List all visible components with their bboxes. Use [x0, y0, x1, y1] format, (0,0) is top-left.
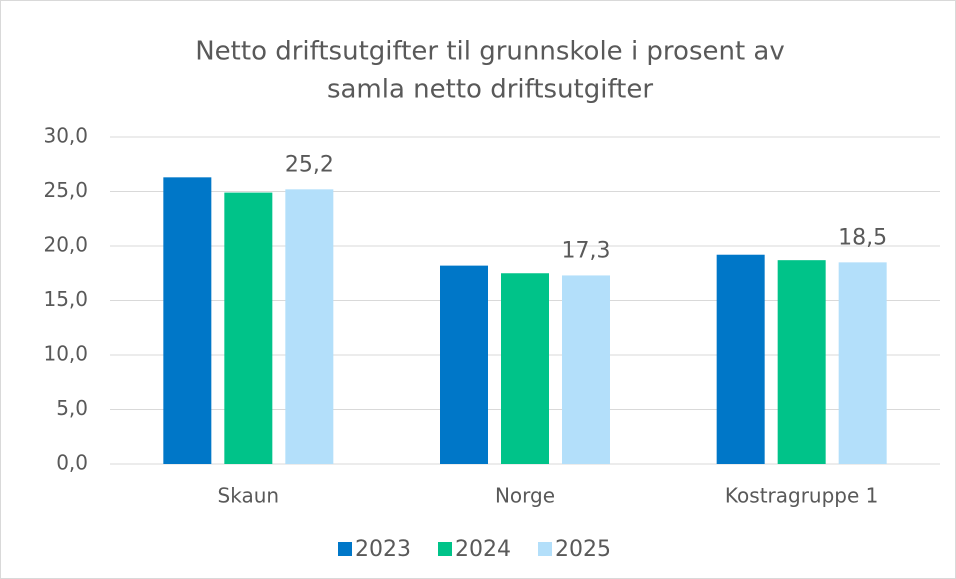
chart-title: samla netto driftsutgifter	[327, 75, 653, 105]
y-tick-label: 25,0	[43, 178, 88, 202]
bar	[285, 189, 334, 464]
bar	[224, 192, 273, 464]
chart-title: Netto driftsutgifter til grunnskole i pr…	[195, 37, 785, 67]
x-tick-label: Kostragruppe 1	[725, 484, 878, 508]
y-tick-label: 20,0	[43, 233, 88, 257]
y-tick-label: 30,0	[43, 124, 88, 148]
bar	[716, 254, 765, 464]
legend-label: 2024	[455, 537, 511, 562]
legend-swatch	[538, 542, 552, 556]
y-tick-label: 10,0	[43, 342, 88, 366]
data-label: 18,5	[838, 225, 887, 250]
y-tick-label: 15,0	[43, 287, 88, 311]
bar	[562, 275, 610, 464]
y-tick-label: 5,0	[56, 396, 88, 420]
bar	[777, 260, 826, 464]
legend-label: 2025	[555, 537, 611, 562]
bar	[163, 177, 212, 464]
x-tick-label: Skaun	[218, 484, 280, 508]
bar	[440, 265, 488, 464]
bar	[501, 273, 549, 464]
data-label: 25,2	[285, 152, 334, 177]
bar	[838, 262, 887, 464]
legend-swatch	[438, 542, 452, 556]
legend-label: 2023	[355, 537, 411, 562]
data-label: 17,3	[562, 238, 611, 263]
legend-swatch	[338, 542, 352, 556]
y-tick-label: 0,0	[56, 451, 88, 475]
x-tick-label: Norge	[495, 484, 555, 508]
